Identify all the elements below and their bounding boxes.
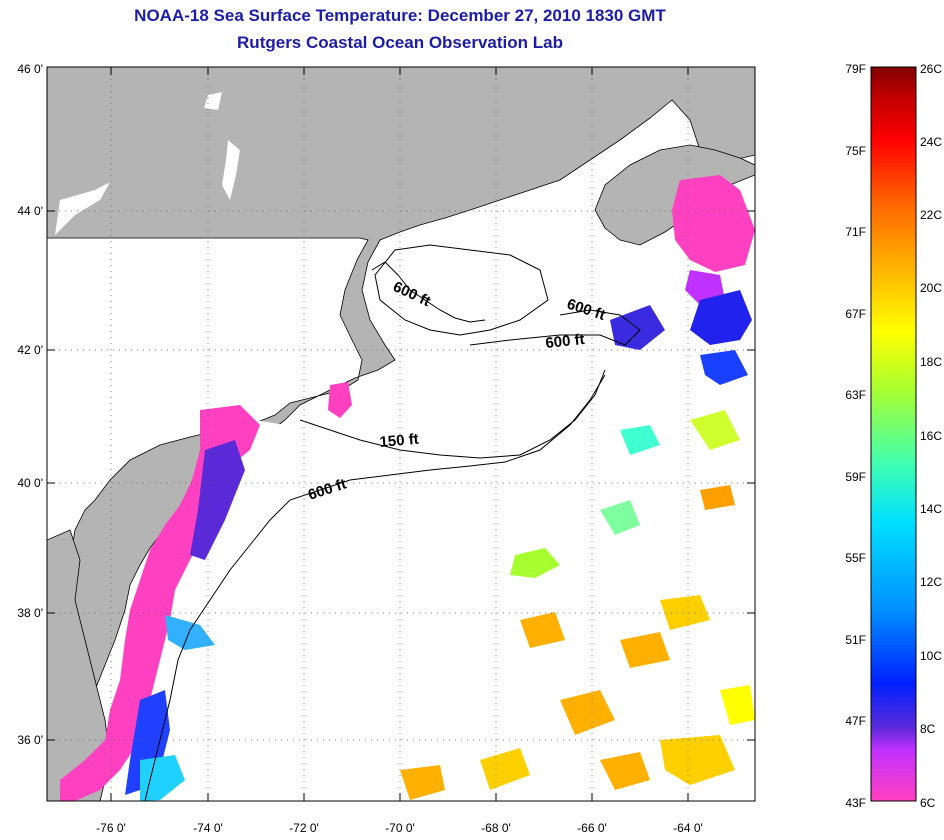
colorbar-f-label: 71F xyxy=(845,225,866,239)
lon-label: -68 0' xyxy=(481,821,511,835)
colorbar-c-label: 6C xyxy=(920,796,936,810)
inland-water xyxy=(55,182,110,235)
colorbar-c-label: 10C xyxy=(920,649,942,663)
colorbar-f-label: 75F xyxy=(845,144,866,158)
sst-cold-patch-cape-cod xyxy=(328,382,352,418)
colorbar-c-label: 12C xyxy=(920,575,942,589)
sst-warm-patch xyxy=(400,765,445,800)
coastline-outline xyxy=(371,261,486,323)
sst-warm-patch xyxy=(620,425,660,455)
lon-label: -64 0' xyxy=(673,821,703,835)
lat-label: 44 0' xyxy=(17,204,43,218)
lat-label: 42 0' xyxy=(17,343,43,357)
colorbar-c-label: 8C xyxy=(920,722,936,736)
lat-label: 38 0' xyxy=(17,606,43,620)
colorbar-f-label: 79F xyxy=(845,62,866,76)
sst-warm-patch xyxy=(660,735,735,785)
sst-cold-patch-nova-scotia xyxy=(672,175,755,272)
chart-title: NOAA-18 Sea Surface Temperature: Decembe… xyxy=(134,6,666,25)
sst-warm-patch xyxy=(720,685,755,725)
sst-warm-patch xyxy=(560,690,615,735)
lon-label: -72 0' xyxy=(289,821,319,835)
colorbar-c-label: 24C xyxy=(920,135,942,149)
inland-water xyxy=(204,92,222,110)
sst-warm-patch xyxy=(600,500,640,535)
colorbar-f-label: 51F xyxy=(845,633,866,647)
sst-warm-patch xyxy=(690,410,740,450)
chart-subtitle: Rutgers Coastal Ocean Observation Lab xyxy=(237,33,563,52)
land-delmarva xyxy=(47,529,111,801)
colorbar-c-label: 22C xyxy=(920,208,942,222)
colorbar-f-label: 55F xyxy=(845,551,866,565)
sst-warm-patch xyxy=(520,612,565,648)
isobath-600ft-georges-edge xyxy=(469,309,641,346)
colorbar-c-label: 14C xyxy=(920,502,942,516)
sst-warm-patch xyxy=(510,548,560,578)
axis-ticks xyxy=(47,67,755,801)
sst-patch-hatteras xyxy=(140,755,185,801)
lon-label: -66 0' xyxy=(577,821,607,835)
depth-label-shelf-150: 150 ft xyxy=(379,431,420,451)
lon-label: -70 0' xyxy=(385,821,415,835)
colorbar xyxy=(870,66,917,802)
sst-patch-va-shelf xyxy=(165,615,215,650)
sst-patch-nj-shelf xyxy=(190,440,245,560)
sst-patch-slope-front xyxy=(690,290,752,345)
colorbar-c-label: 16C xyxy=(920,429,942,443)
isobath-600ft-gulf-of-maine xyxy=(374,244,549,336)
inland-water xyxy=(222,140,240,200)
sst-patch-slope-front xyxy=(700,350,748,385)
colorbar-f-label: 43F xyxy=(845,796,866,810)
lat-label: 46 0' xyxy=(17,62,43,76)
colorbar-c-label: 18C xyxy=(920,355,942,369)
map-frame xyxy=(46,66,756,802)
lat-label: 40 0' xyxy=(17,476,43,490)
sst-warm-patch xyxy=(700,485,735,510)
gridlines xyxy=(47,67,755,801)
colorbar-c-label: 20C xyxy=(920,281,942,295)
isobath-600ft-slope xyxy=(144,374,606,801)
land-nova-scotia xyxy=(594,144,755,246)
sst-warm-patch xyxy=(480,748,530,790)
depth-label-georges-600: 600 ft xyxy=(545,331,586,352)
colorbar-f-label: 67F xyxy=(845,307,866,321)
sst-warm-patch xyxy=(620,632,670,668)
sst-warm-patch xyxy=(600,752,650,790)
lon-label: -74 0' xyxy=(193,821,223,835)
colorbar-f-label: 59F xyxy=(845,470,866,484)
colorbar-f-label: 47F xyxy=(845,714,866,728)
isobath-150ft xyxy=(299,369,606,459)
lon-label: -76 0' xyxy=(96,821,126,835)
lat-label: 36 0' xyxy=(17,733,43,747)
colorbar-f-label: 63F xyxy=(845,388,866,402)
colorbar-c-label: 26C xyxy=(920,62,942,76)
sst-warm-patch xyxy=(660,595,710,630)
land-us-northeast xyxy=(47,67,755,706)
